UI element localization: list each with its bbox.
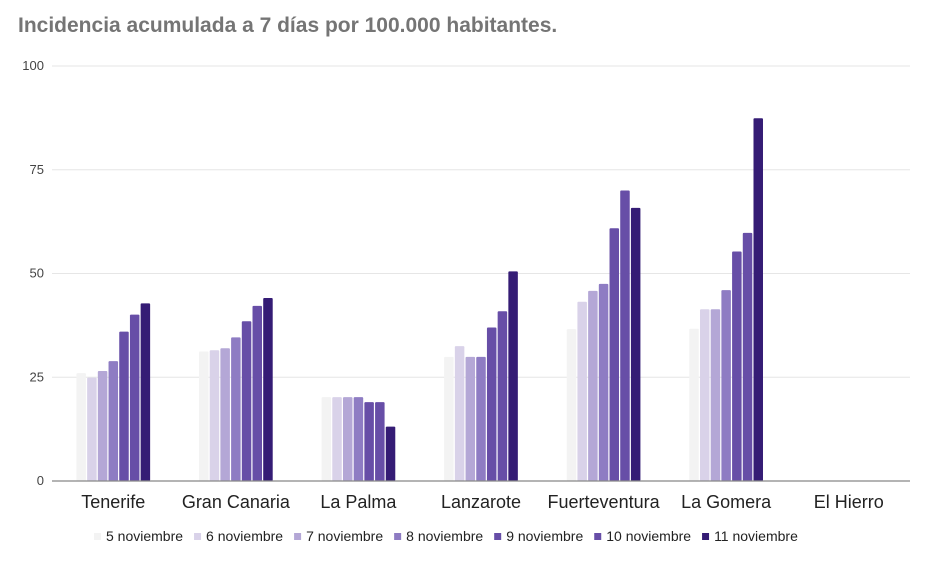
y-tick-label: 0 <box>37 473 44 488</box>
gridlines <box>52 65 910 378</box>
legend-label: 10 noviembre <box>606 528 691 544</box>
bar[interactable] <box>476 356 486 481</box>
bar[interactable] <box>241 321 252 481</box>
legend-swatch <box>594 533 602 540</box>
bar[interactable] <box>97 371 108 481</box>
bar[interactable] <box>231 337 241 481</box>
legend-item[interactable]: 6 noviembre <box>194 528 283 544</box>
bar[interactable] <box>76 373 86 481</box>
y-tick-label: 25 <box>30 369 44 384</box>
bar-group-lanzarote <box>444 271 518 481</box>
bar[interactable] <box>566 329 577 481</box>
bar[interactable] <box>742 232 753 481</box>
legend-label: 11 noviembre <box>714 528 798 544</box>
x-tick-label: La Gomera <box>681 492 772 512</box>
bar[interactable] <box>609 228 620 481</box>
y-tick-label: 75 <box>30 162 44 177</box>
x-tick-label: Gran Canaria <box>182 492 291 512</box>
bar[interactable] <box>444 356 454 481</box>
bar[interactable] <box>465 356 476 481</box>
legend-label: 5 noviembre <box>106 528 183 544</box>
bar[interactable] <box>710 309 721 481</box>
legend-item[interactable]: 11 noviembre <box>702 528 798 544</box>
legend-swatch <box>394 533 402 540</box>
bar[interactable] <box>321 397 332 481</box>
bar[interactable] <box>140 303 151 481</box>
legend: 5 noviembre 6 noviembre 7 noviembre 8 novie… <box>94 528 798 544</box>
bar-group-tenerife <box>76 303 151 481</box>
chart-title: Incidencia acumulada a 7 días por 100.00… <box>18 14 558 37</box>
y-axis-ticks: 0 25 50 75 100 <box>22 58 44 488</box>
bar[interactable] <box>108 361 119 481</box>
bar[interactable] <box>129 314 140 481</box>
legend-swatch <box>194 533 202 540</box>
legend-label: 7 noviembre <box>306 528 383 544</box>
legend-item[interactable]: 10 noviembre <box>594 528 691 544</box>
legend-item[interactable]: 5 noviembre <box>94 528 183 544</box>
bar[interactable] <box>375 402 385 481</box>
bars <box>76 118 763 481</box>
bar[interactable] <box>689 328 699 481</box>
bar[interactable] <box>209 350 220 481</box>
bar[interactable] <box>119 331 129 481</box>
bar[interactable] <box>699 309 710 481</box>
bar[interactable] <box>342 397 353 481</box>
bar[interactable] <box>620 190 630 482</box>
bar[interactable] <box>577 301 587 481</box>
bar-group-la-gomera <box>689 118 763 481</box>
bar[interactable] <box>732 251 742 481</box>
bar[interactable] <box>199 351 209 481</box>
legend-item[interactable]: 7 noviembre <box>294 528 383 544</box>
y-tick-label: 50 <box>30 266 44 281</box>
legend-item[interactable]: 9 noviembre <box>494 528 583 544</box>
bar[interactable] <box>385 426 396 481</box>
bar[interactable] <box>508 271 518 481</box>
bar[interactable] <box>364 402 374 481</box>
legend-swatch <box>94 533 101 540</box>
legend-swatch <box>294 533 302 540</box>
x-tick-label: El Hierro <box>814 492 884 512</box>
bar-group-la-palma <box>321 397 396 481</box>
bar[interactable] <box>87 377 97 481</box>
y-tick-label: 100 <box>22 58 44 73</box>
legend-swatch <box>494 533 502 540</box>
x-tick-label: Lanzarote <box>441 492 521 512</box>
bar[interactable] <box>353 397 364 481</box>
bar[interactable] <box>721 290 731 481</box>
bar[interactable] <box>454 346 465 481</box>
bar[interactable] <box>263 297 273 481</box>
legend-label: 8 noviembre <box>406 528 483 544</box>
legend-swatch <box>702 533 710 540</box>
bar-group-fuerteventura <box>566 190 641 482</box>
bar[interactable] <box>486 327 497 481</box>
x-tick-label: Fuerteventura <box>548 492 661 512</box>
bar[interactable] <box>630 207 641 481</box>
legend-label: 9 noviembre <box>506 528 583 544</box>
bar-group-gran-canaria <box>199 297 273 481</box>
x-tick-label: Tenerife <box>81 492 145 512</box>
bar[interactable] <box>497 311 508 481</box>
legend-item[interactable]: 8 noviembre <box>394 528 483 544</box>
bar[interactable] <box>252 305 263 481</box>
legend-label: 6 noviembre <box>206 528 283 544</box>
bar[interactable] <box>598 283 609 481</box>
x-axis-labels: Tenerife Gran Canaria La Palma Lanzarote Fue… <box>81 492 883 512</box>
bar[interactable] <box>588 290 598 481</box>
x-tick-label: La Palma <box>320 492 397 512</box>
bar[interactable] <box>220 348 230 481</box>
bar[interactable] <box>332 397 342 481</box>
bar[interactable] <box>753 118 763 481</box>
